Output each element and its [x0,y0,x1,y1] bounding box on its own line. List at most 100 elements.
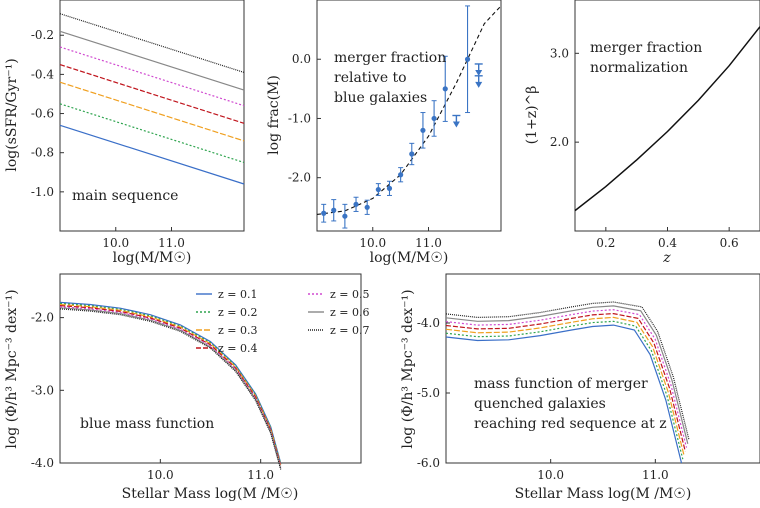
plot-frame [316,0,502,232]
x-axis-label: z [662,250,671,266]
y-tick-label: -5.0 [417,386,440,400]
series-group [59,301,282,470]
y-tick-label: -0.2 [31,28,54,42]
annotation-line-3: reaching red sequence at z [474,416,667,432]
panel-main-sequence: 10.0 11.0 -0.2 -0.4 -0.6 -0.8 -1.0 log(M/M☉) l… [4,0,245,266]
upper-limit-arrow [475,81,483,88]
data-point [431,115,437,122]
legend-label: z = 0.7 [330,324,370,337]
panel-blue-mass-function: 10.0 11.0 -2.0 -3.0 -4.0 Stellar Mass log(M … [4,273,370,502]
y-tick-label: -3.0 [31,383,54,397]
axis-ticks: 10.0 11.0 -0.2 -0.4 -0.6 -0.8 -1.0 [31,28,185,250]
upper-limit-arrow [452,121,460,128]
y-axis-label: (1+z)^β [524,86,540,145]
annotation-line-1: mass function of merger [474,376,648,392]
legend-label: z = 0.4 [218,342,258,355]
series-line [59,13,245,73]
y-tick-label: -4.0 [31,456,54,470]
series-line [59,30,245,91]
series-line [59,308,282,470]
annotation: blue mass function [80,416,214,432]
data-point [409,151,415,157]
series-line [59,46,245,107]
x-tick-label: 11.0 [415,236,442,250]
x-tick-label: 0.6 [720,236,739,250]
data-point [375,186,381,193]
x-tick-label: 10.0 [359,236,386,250]
y-tick-label: -4.0 [417,316,440,330]
y-tick-label: -0.6 [31,107,54,121]
annotation-line-2: normalization [590,60,688,76]
fit-line [316,5,502,215]
legend-label: z = 0.1 [218,288,258,301]
plot-frame [59,273,362,464]
legend: z = 0.1 z = 0.2 z = 0.3 z = 0.4 z = 0.5 z = 0… [196,288,370,355]
legend-label: z = 0.3 [218,324,258,337]
y-tick-label: 0.0 [292,52,311,66]
axis-ticks: 0.2 0.4 0.6 2.0 3.0 [550,46,739,250]
annotation-line-3: blue galaxies [334,90,427,106]
series-line [59,303,282,466]
x-axis-label: log(M/M☉) [113,250,192,266]
y-tick-label: 3.0 [550,46,569,60]
series-group [574,26,760,212]
x-tick-label: 11.0 [642,468,669,482]
annotation-line-1: merger fraction [590,40,702,56]
data-point [331,207,337,213]
panel-merger-fraction: 10.0 11.0 0.0 -1.0 -2.0 log(M/M☉) log frac(M… [266,0,502,266]
legend-label: z = 0.6 [330,306,370,319]
x-tick-label: 10.0 [102,236,129,250]
data-point [386,185,393,191]
panel-quenched-mass-function: 10.0 11.0 -4.0 -5.0 -6.0 Stellar Mass log(M … [400,273,760,502]
plot-frame [59,0,245,232]
series-line [59,103,245,164]
panel-normalization: 0.2 0.4 0.6 2.0 3.0 z (1+z)^β merger fractio… [524,0,760,266]
x-axis-label: log(M/M☉) [370,250,449,266]
plot-frame [574,0,760,232]
data-point [442,86,448,92]
y-tick-label: -0.4 [31,67,55,81]
data-point [353,201,359,207]
x-tick-label: 0.4 [658,236,677,250]
annotation-line-2: relative to [334,70,407,86]
series-line [59,124,245,185]
y-tick-label: -0.8 [31,146,54,160]
series-line [59,81,245,142]
y-axis-label: log (Φ/h³ Mpc⁻³ dex⁻¹) [4,289,20,448]
data-point [420,127,426,133]
series-line [445,301,690,441]
x-tick-label: 11.0 [247,468,274,482]
y-axis-label: log(sSFR/Gyr⁻¹) [4,58,20,171]
y-tick-label: -6.0 [417,456,440,470]
y-tick-label: -2.0 [31,311,54,325]
x-tick-label: 10.0 [537,468,564,482]
y-tick-label: -2.0 [288,171,311,185]
data-point [342,213,348,219]
annotation: main sequence [72,188,178,204]
x-axis-label: Stellar Mass log(M /M☉) [122,486,299,502]
data-point [464,56,471,62]
x-tick-label: 0.2 [596,236,615,250]
x-tick-label: 10.0 [147,468,174,482]
series-group [445,301,690,464]
y-tick-label: 2.0 [550,135,569,149]
annotation-line-1: merger fraction [334,50,446,66]
data-point [321,210,327,216]
plot-frame [445,273,760,464]
y-axis-label: log frac(M) [266,75,282,155]
series-line [445,312,686,452]
upper-limit-arrow [475,69,483,76]
annotation-line-2: quenched galaxies [474,396,606,412]
series-group [59,13,245,185]
y-tick-label: -1.0 [31,185,54,199]
axis-ticks: 10.0 11.0 -4.0 -5.0 -6.0 [417,316,669,482]
data-point [364,204,370,210]
series-line [445,305,689,444]
x-axis-label: Stellar Mass log(M /M☉) [515,486,692,502]
axis-ticks: 10.0 11.0 0.0 -1.0 -2.0 [288,52,442,250]
series-line [574,26,760,212]
series-group [316,5,502,229]
legend-label: z = 0.2 [218,306,258,319]
data-point [398,172,404,178]
